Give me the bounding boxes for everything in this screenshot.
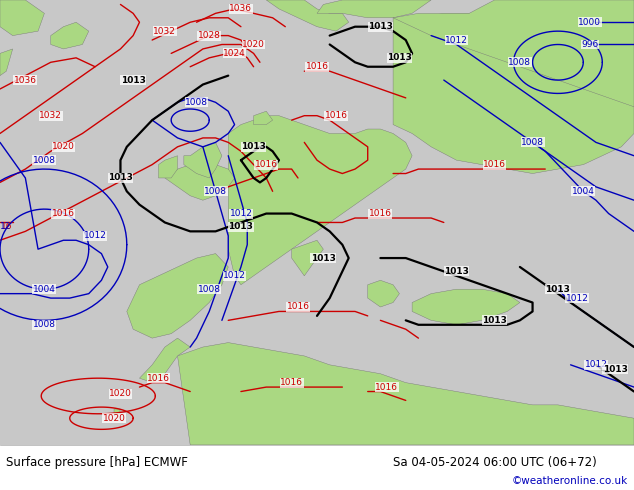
Polygon shape bbox=[158, 156, 178, 178]
Text: 1013: 1013 bbox=[228, 222, 254, 231]
Text: 1032: 1032 bbox=[39, 111, 62, 120]
Text: 1013: 1013 bbox=[120, 75, 146, 85]
Text: 1016: 1016 bbox=[483, 160, 506, 169]
Text: 1020: 1020 bbox=[109, 389, 132, 398]
Text: 1016: 1016 bbox=[369, 209, 392, 218]
Text: Surface pressure [hPa] ECMWF: Surface pressure [hPa] ECMWF bbox=[6, 457, 188, 469]
Text: 1020: 1020 bbox=[242, 40, 265, 49]
Polygon shape bbox=[165, 160, 235, 200]
Polygon shape bbox=[51, 22, 89, 49]
Text: 1008: 1008 bbox=[508, 58, 531, 67]
Text: 1020: 1020 bbox=[52, 142, 75, 151]
Polygon shape bbox=[0, 0, 44, 36]
Text: 1004: 1004 bbox=[33, 285, 56, 294]
Polygon shape bbox=[368, 280, 399, 307]
Text: 1008: 1008 bbox=[185, 98, 208, 107]
Text: 1013: 1013 bbox=[444, 267, 469, 276]
Polygon shape bbox=[228, 116, 412, 285]
Text: 1016: 1016 bbox=[287, 302, 309, 312]
Text: 1036: 1036 bbox=[14, 75, 37, 85]
Text: 1012: 1012 bbox=[566, 294, 588, 303]
Text: 1013: 1013 bbox=[368, 22, 393, 31]
Polygon shape bbox=[178, 343, 634, 445]
Polygon shape bbox=[292, 240, 323, 276]
Text: 1008: 1008 bbox=[198, 285, 221, 294]
Polygon shape bbox=[393, 0, 634, 107]
Text: 1013: 1013 bbox=[241, 142, 266, 151]
Text: 1004: 1004 bbox=[572, 187, 595, 196]
Text: 1008: 1008 bbox=[204, 187, 227, 196]
Polygon shape bbox=[254, 111, 273, 124]
Text: 1012: 1012 bbox=[230, 209, 252, 218]
Polygon shape bbox=[317, 0, 431, 18]
Text: 1013: 1013 bbox=[482, 316, 507, 325]
Text: 1013: 1013 bbox=[311, 253, 336, 263]
Polygon shape bbox=[139, 338, 190, 383]
Polygon shape bbox=[393, 0, 634, 173]
Text: 12: 12 bbox=[0, 222, 11, 231]
Polygon shape bbox=[412, 289, 520, 325]
Text: ©weatheronline.co.uk: ©weatheronline.co.uk bbox=[512, 476, 628, 487]
Text: Sa 04-05-2024 06:00 UTC (06+72): Sa 04-05-2024 06:00 UTC (06+72) bbox=[393, 457, 597, 469]
Polygon shape bbox=[127, 254, 228, 338]
Text: 1008: 1008 bbox=[521, 138, 544, 147]
Text: 1000: 1000 bbox=[578, 18, 601, 27]
Text: 1036: 1036 bbox=[230, 4, 252, 13]
Text: 996: 996 bbox=[581, 40, 598, 49]
Text: 1020: 1020 bbox=[103, 414, 126, 423]
Text: 1012: 1012 bbox=[223, 271, 246, 280]
Text: 1016: 1016 bbox=[325, 111, 347, 120]
Text: 1028: 1028 bbox=[198, 31, 221, 40]
Polygon shape bbox=[184, 143, 222, 178]
Text: 1016: 1016 bbox=[52, 209, 75, 218]
Text: 1008: 1008 bbox=[33, 156, 56, 165]
Text: 1016: 1016 bbox=[280, 378, 303, 387]
Polygon shape bbox=[114, 409, 120, 414]
Text: 16: 16 bbox=[1, 222, 12, 231]
Text: 1012: 1012 bbox=[84, 231, 107, 240]
Text: 1016: 1016 bbox=[255, 160, 278, 169]
Text: 1012: 1012 bbox=[445, 36, 468, 45]
Text: 1024: 1024 bbox=[223, 49, 246, 58]
Text: 1012: 1012 bbox=[585, 360, 607, 369]
Text: 1032: 1032 bbox=[153, 26, 176, 36]
Text: 1008: 1008 bbox=[33, 320, 56, 329]
Polygon shape bbox=[0, 49, 13, 75]
Polygon shape bbox=[266, 0, 349, 31]
Text: 1013: 1013 bbox=[387, 53, 412, 62]
Text: 1013: 1013 bbox=[602, 365, 628, 374]
Text: 1013: 1013 bbox=[545, 285, 571, 294]
Text: 1016: 1016 bbox=[147, 374, 170, 383]
Text: 1016: 1016 bbox=[306, 62, 328, 71]
Text: 1013: 1013 bbox=[108, 173, 133, 182]
Text: 1016: 1016 bbox=[375, 383, 398, 392]
